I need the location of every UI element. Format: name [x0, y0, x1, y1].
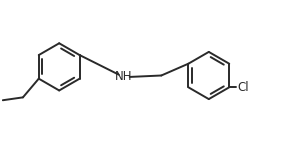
Text: Cl: Cl — [238, 81, 249, 94]
Text: NH: NH — [115, 70, 133, 84]
